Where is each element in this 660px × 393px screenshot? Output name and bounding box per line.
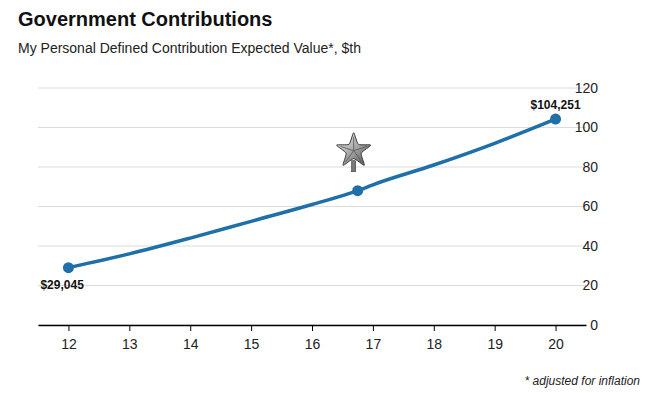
y-tick-label: 60 [582, 198, 598, 214]
x-tick-mark [251, 325, 252, 331]
x-tick-label: 13 [122, 336, 138, 352]
x-tick: 20 [548, 325, 564, 352]
x-tick: 14 [183, 325, 199, 352]
grid-line [38, 127, 586, 128]
subtitle: My Personal Defined Contribution Expecte… [18, 40, 361, 56]
x-tick: 13 [122, 325, 138, 352]
x-tick: 19 [487, 325, 503, 352]
x-tick: 17 [366, 325, 382, 352]
y-tick: 120 [575, 80, 599, 96]
grid-line [38, 167, 586, 168]
y-tick: 40 [582, 238, 598, 254]
x-tick: 18 [426, 325, 442, 352]
grid-line [38, 285, 586, 286]
x-axis: 12 13 14 15 16 17 18 19 20 [39, 325, 587, 352]
insignia-vein [340, 146, 353, 150]
x-tick: 15 [244, 325, 260, 352]
data-label: $104,251 [531, 98, 581, 112]
y-tick: 20 [582, 277, 598, 293]
plot-area [63, 114, 561, 274]
y-tick: 80 [582, 159, 598, 175]
line [68, 119, 555, 268]
x-tick-mark [373, 325, 374, 331]
point [352, 185, 363, 196]
insignia-icon [337, 133, 371, 172]
x-tick-label: 12 [61, 336, 77, 352]
grid [38, 88, 586, 325]
title: Government Contributions [18, 8, 272, 30]
y-tick-label: 20 [582, 277, 598, 293]
x-tick-label: 15 [244, 336, 260, 352]
y-tick-label: 40 [582, 238, 598, 254]
y-axis: 0 20 40 60 80 100 120 [575, 80, 599, 333]
x-tick-label: 16 [305, 336, 321, 352]
y-tick-label: 80 [582, 159, 598, 175]
x-tick-label: 18 [426, 336, 442, 352]
insignia-vein [345, 151, 353, 162]
x-tick-mark [68, 325, 69, 331]
x-tick-mark [129, 325, 130, 331]
x-tick-mark [434, 325, 435, 331]
x-tick: 16 [305, 325, 321, 352]
x-tick-label: 14 [183, 336, 199, 352]
y-tick-label: 100 [575, 119, 599, 135]
data-labels: $29,045 $104,251 [40, 98, 580, 292]
footnote: * adjusted for inflation [525, 374, 641, 388]
y-tick-label: 0 [590, 317, 598, 333]
insignia-stem [352, 161, 356, 172]
x-tick-mark [312, 325, 313, 331]
point [63, 262, 74, 273]
x-tick-label: 17 [366, 336, 382, 352]
x-tick-mark [190, 325, 191, 331]
y-tick-label: 120 [575, 80, 599, 96]
x-tick-mark [495, 325, 496, 331]
chart: Government Contributions My Personal Defi… [0, 0, 660, 393]
grid-line [38, 246, 586, 247]
grid-line [38, 88, 586, 89]
y-tick: 0 [586, 317, 598, 333]
x-tick: 12 [61, 325, 77, 352]
y-tick: 100 [575, 119, 599, 135]
insignia-vein [353, 137, 354, 151]
point [550, 114, 561, 125]
insignia-vein [354, 151, 362, 162]
data-label: $29,045 [40, 278, 84, 292]
y-tick: 60 [582, 198, 598, 214]
insignia-vein [354, 146, 367, 150]
x-tick-label: 20 [548, 336, 564, 352]
x-tick-mark [556, 325, 557, 331]
x-tick-label: 19 [487, 336, 503, 352]
